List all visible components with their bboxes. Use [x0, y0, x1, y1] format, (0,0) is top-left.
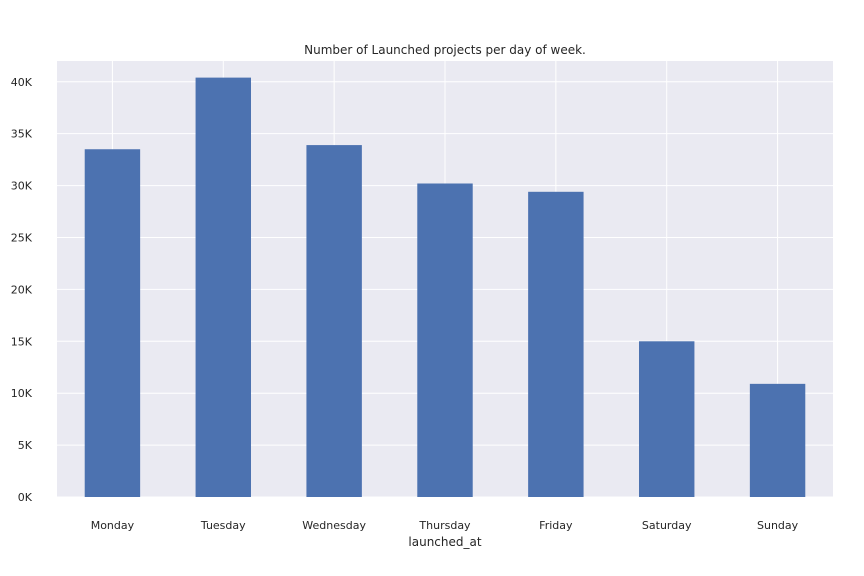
chart-title: Number of Launched projects per day of w…	[304, 43, 586, 57]
x-tick-label-sunday: Sunday	[757, 519, 799, 532]
x-tick-label-friday: Friday	[539, 519, 573, 532]
bar-wednesday	[306, 145, 362, 498]
x-tick-label-thursday: Thursday	[418, 519, 471, 532]
bar-thursday	[417, 183, 473, 497]
y-tick-label: 0K	[18, 491, 33, 504]
bars	[84, 77, 806, 498]
bar-monday	[84, 149, 141, 497]
bar-saturday	[639, 341, 695, 497]
y-tick-label: 30K	[11, 180, 33, 193]
x-tick-label-monday: Monday	[91, 519, 135, 532]
y-tick-label: 40K	[11, 76, 33, 89]
x-tick-label-saturday: Saturday	[642, 519, 692, 532]
y-axis-tick-labels: 0K 5K 10K 15K 20K 25K 30K 35K 40K	[11, 76, 33, 504]
bar-tuesday	[195, 77, 251, 497]
y-tick-label: 20K	[11, 283, 33, 296]
bar-sunday	[749, 383, 806, 497]
x-tick-label-tuesday: Tuesday	[200, 519, 246, 532]
y-tick-label: 35K	[11, 128, 33, 141]
x-axis-label: launched_at	[408, 535, 481, 549]
y-tick-label: 15K	[11, 335, 33, 348]
y-tick-label: 25K	[11, 231, 33, 244]
y-tick-label: 5K	[18, 439, 33, 452]
x-axis-tick-labels: Monday Tuesday Wednesday Thursday Friday Satu…	[91, 519, 799, 532]
bar-friday	[528, 191, 584, 498]
y-tick-label: 10K	[11, 387, 33, 400]
x-tick-label-wednesday: Wednesday	[302, 519, 366, 532]
